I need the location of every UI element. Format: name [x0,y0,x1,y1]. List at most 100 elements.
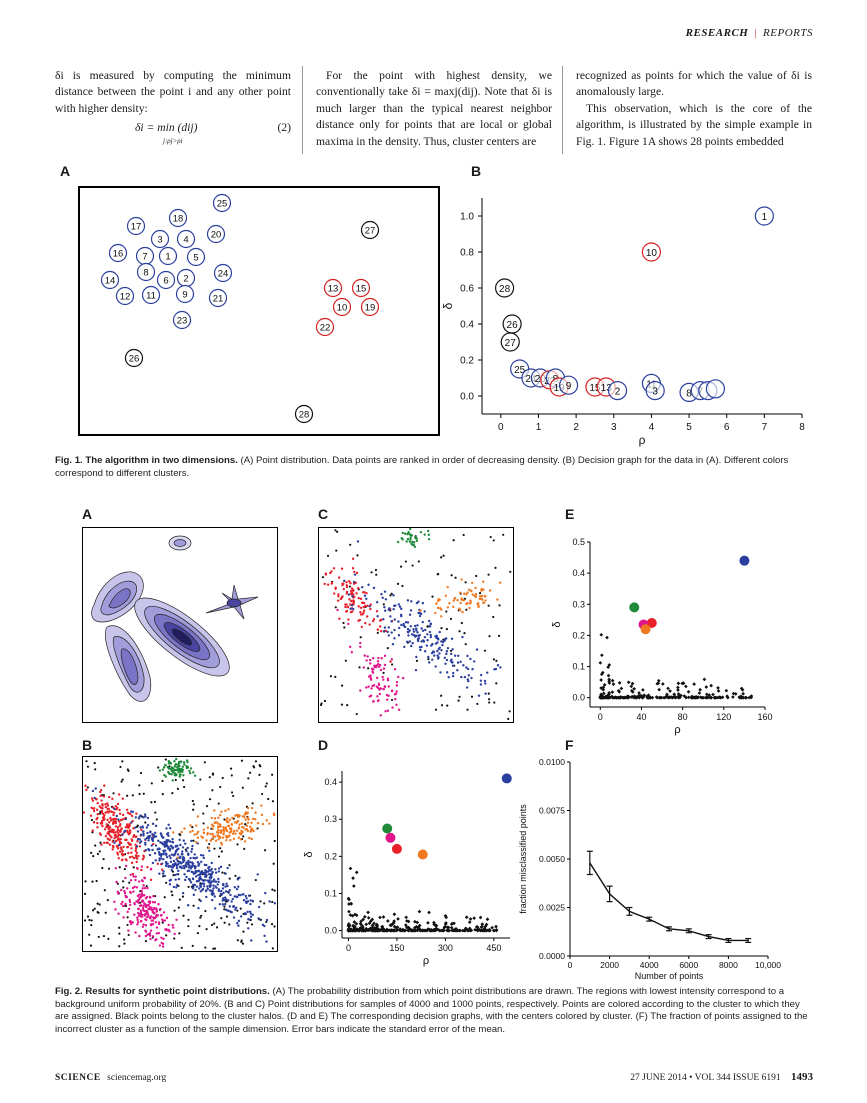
cluster-point [170,773,173,776]
decision-point [381,915,386,919]
decision-point [611,682,616,686]
decision-y-label: δ [303,851,315,857]
cluster-point [239,915,243,918]
cluster-point [104,805,108,809]
cluster-point [351,557,355,560]
fig1a-point-label: 26 [129,354,140,365]
cluster-point [115,808,118,811]
cluster-point [187,859,190,863]
halo-point [178,898,181,901]
cluster-point [456,669,459,672]
fig1a-point-circle [315,317,335,337]
cluster-point [177,877,181,881]
halo-point [122,886,125,889]
subsection-label: REPORTS [763,27,813,39]
halo-point [502,533,505,536]
cluster-point [348,603,352,606]
halo-point [161,793,164,796]
cluster-point [406,630,410,634]
cluster-point [221,836,225,839]
cluster-point [468,606,471,610]
halo-point [242,835,245,838]
cluster-point [218,823,222,826]
cluster-point [116,802,120,806]
cluster-point [230,828,233,831]
fig1a-point-label: 18 [173,214,184,225]
halo-point [487,698,491,701]
fig1a-point-label: 21 [213,294,224,305]
cluster-point [232,837,236,841]
cluster-point [136,923,139,926]
cluster-point [370,687,373,690]
decision-point [452,928,456,933]
fig2-panel-d-letter: D [318,737,329,753]
cluster-point [126,845,129,849]
cluster-point [367,675,371,678]
cluster-points [113,864,178,948]
fig1b-point-circle [558,375,579,395]
cluster-point [189,824,192,827]
cluster-point [362,666,365,669]
cluster-point [382,687,385,691]
cluster-point [409,536,412,539]
cluster-point [120,902,123,906]
fig1a-point-label: 2 [183,274,188,285]
cluster-point [143,813,147,816]
cluster-point [416,639,420,643]
fig1a-point-label: 9 [182,290,187,301]
cluster-point [85,788,88,792]
halo-point [495,682,498,685]
cluster-point [229,839,232,842]
cluster-points [82,784,164,882]
cluster-point [466,678,470,681]
halo-point [86,915,90,918]
halo-point [475,574,478,578]
fig1b-point-circle [500,332,520,352]
cluster-point [107,827,110,831]
halo-point [249,771,252,774]
cluster-point [163,773,166,777]
fig1b-point-label: 27 [505,338,517,349]
fig1a-point-15: 15 [351,278,371,298]
cluster-point [372,657,375,660]
cluster-point [377,656,380,660]
cluster-point [108,821,111,824]
cluster-point [161,768,164,771]
halo-point [246,921,249,924]
decision-point [347,902,351,906]
halo-point [483,649,487,652]
cluster-point [445,637,448,640]
cluster-point [251,899,254,903]
cluster-point [211,898,214,902]
cluster-point [458,607,461,610]
halo-point [90,851,93,855]
cluster-point [114,804,118,808]
cluster-point [168,883,172,886]
fig2f-y-tick-label: 0.0000 [539,951,565,961]
cluster-point [217,829,220,832]
halo-point [334,529,337,532]
cluster-point [383,609,387,612]
cluster-point [384,710,387,713]
cluster-point [238,876,241,879]
cluster-point [210,837,214,841]
cluster-point [225,882,228,886]
cluster-point [155,913,158,917]
cluster-point [171,863,175,866]
cluster-point [192,771,195,774]
cluster-point [390,631,393,634]
cluster-point [204,889,208,893]
cluster-point [151,935,155,938]
fig1b-x-tick-label: 7 [762,422,768,433]
cluster-point [222,891,225,895]
fig1b-point-label: 19 [554,383,566,394]
decision-point [656,678,661,683]
cluster-point [176,856,179,859]
fig1a-point-label: 6 [163,276,168,287]
halo-point [344,659,347,662]
cluster-point [474,586,477,590]
cluster-point [192,893,196,897]
halo-point [121,760,124,763]
cluster-point [121,904,125,908]
col1-paragraph: δi is measured by computing the minimum … [55,69,291,115]
